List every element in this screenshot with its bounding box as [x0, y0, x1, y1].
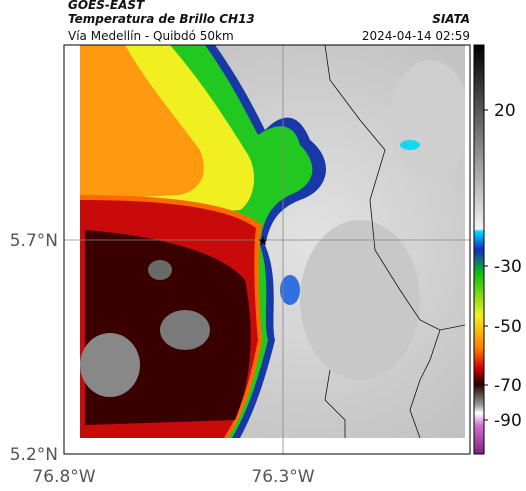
subtitle: Temperatura de Brillo CH13 — [68, 12, 255, 26]
colorbar-tick-label: -50 — [494, 317, 522, 337]
route: Vía Medellín - Quibdó 50km — [68, 29, 234, 43]
lat-label: 5.2°N — [10, 445, 58, 465]
colorbar-tick-label: -90 — [494, 411, 522, 431]
colorbar-tick-label: 20 — [494, 101, 516, 121]
lon-label: 76.8°W — [32, 467, 95, 487]
colorbar-tick-label: -70 — [494, 376, 522, 396]
map-frame — [63, 44, 471, 455]
lat-label: 5.7°N — [10, 231, 58, 251]
colorbar-tick-label: -30 — [494, 257, 522, 277]
source: SIATA — [432, 12, 470, 26]
timestamp: 2024-04-14 02:59 — [362, 29, 470, 43]
satellite-image — [80, 45, 465, 438]
location-star: ★ — [258, 234, 269, 248]
title: GOES-EAST — [68, 0, 145, 12]
colorbar — [473, 44, 485, 455]
lon-label: 76.3°W — [251, 467, 314, 487]
colorbar-ticks — [484, 109, 488, 421]
